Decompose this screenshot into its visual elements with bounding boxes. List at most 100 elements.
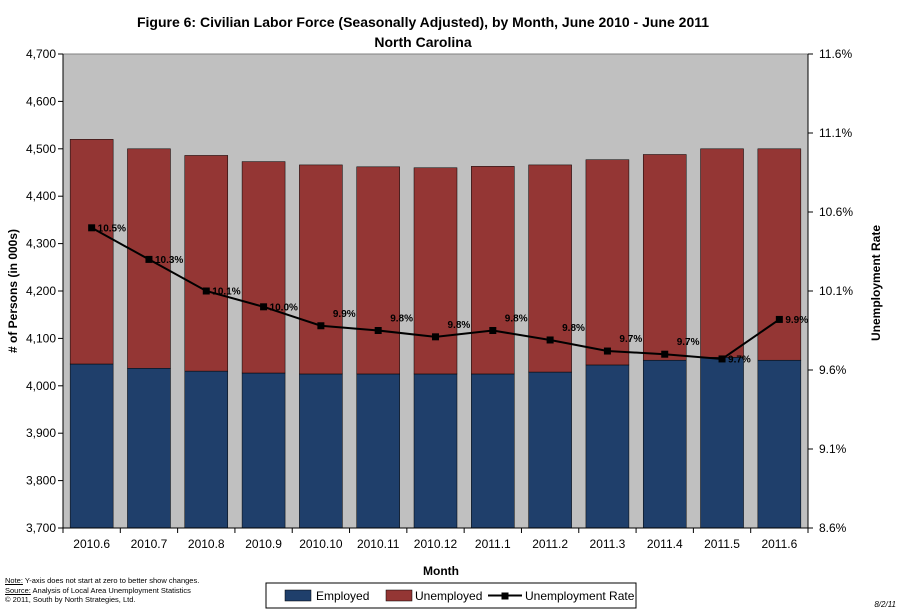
bar-unemployed — [184, 155, 229, 372]
source-text: Analysis of Local Area Unemployment Stat… — [30, 585, 191, 595]
date-stamp: 8/2/11 — [874, 600, 896, 609]
bar-employed — [413, 373, 458, 529]
chart-subtitle: North Carolina — [374, 34, 471, 50]
chart-title: Figure 6: Civilian Labor Force (Seasonal… — [137, 14, 709, 30]
left-axis: 3,700 3,800 3,900 4,000 4,100 4,200 4,300 4,400… — [26, 47, 64, 535]
footnote: Note: Y-axis does not start at zero to b… — [5, 576, 199, 605]
rate-marker — [317, 322, 325, 330]
bar-unemployed — [241, 161, 286, 374]
legend-box — [265, 582, 637, 609]
x-tick-label: 2010.8 — [188, 537, 225, 551]
rate-data-label: 10.5% — [98, 223, 126, 234]
right-axis: 8.6% 9.1% 9.6% 10.1% 10.6% 11.1% 11.6% — [807, 47, 853, 535]
bar-employed — [127, 368, 171, 529]
legend-marker-rate — [501, 592, 509, 600]
x-axis-title: Month — [423, 564, 459, 578]
bar-employed — [528, 371, 572, 529]
rate-marker — [260, 303, 268, 311]
bar-unemployed — [413, 167, 458, 375]
bar-unemployed — [69, 139, 114, 365]
source-label: Source: — [5, 585, 31, 595]
y-axis-title: # of Persons (in 000s) — [6, 229, 20, 353]
x-tick-label: 2011.3 — [590, 537, 626, 551]
x-axis: 2010.6 2010.7 2010.8 2010.9 2010.10 2010.11 20… — [62, 527, 809, 551]
rate-data-label: 10.1% — [212, 287, 240, 298]
left-tick-label: 4,200 — [26, 284, 56, 298]
legend-label-rate: Unemployment Rate — [525, 589, 635, 603]
x-tick-label: 2011.6 — [761, 537, 797, 551]
left-tick-label: 4,500 — [26, 142, 56, 156]
bar-unemployed — [471, 166, 515, 375]
rate-data-label: 9.9% — [333, 309, 356, 320]
x-tick-label: 2011.5 — [704, 537, 740, 551]
legend-label-unemployed: Unemployed — [415, 589, 482, 603]
bar-employed — [299, 373, 343, 529]
bar-unemployed — [299, 164, 343, 375]
rate-line-group: 10.5% 10.3% 10.1% 10.0% 9.9% 9.8% 9.8% 9.8% 9.8%… — [88, 223, 808, 365]
footnote-note: Note: Y-axis does not start at zero to b… — [5, 576, 199, 586]
legend: Employed Unemployed Unemployment Rate — [265, 582, 637, 609]
legend-swatch-employed — [284, 589, 312, 602]
right-tick-label: 9.1% — [819, 442, 847, 456]
rate-marker — [145, 255, 153, 263]
bar-unemployed — [356, 166, 400, 375]
bar-employed — [642, 359, 687, 529]
x-tick-label: 2010.9 — [245, 537, 282, 551]
x-tick-label: 2010.11 — [357, 537, 400, 551]
rate-marker — [432, 333, 439, 341]
x-tick-label: 2010.7 — [131, 537, 168, 551]
x-tick-label: 2011.1 — [475, 537, 511, 551]
bar-unemployed — [585, 159, 630, 366]
rate-data-label: 9.8% — [505, 314, 528, 325]
left-tick-label: 4,400 — [26, 189, 56, 203]
footnote-source: Source: Analysis of Local Area Unemploym… — [5, 586, 199, 596]
rate-data-label: 9.7% — [619, 334, 642, 345]
left-tick-label: 3,900 — [26, 426, 56, 440]
rate-data-label: 9.8% — [390, 314, 413, 325]
bar-employed — [184, 370, 229, 529]
right-tick-label: 10.1% — [819, 284, 853, 298]
bar-unemployed — [642, 154, 687, 361]
bar-unemployed — [757, 148, 802, 361]
rate-marker — [661, 350, 669, 358]
bars-group — [69, 139, 802, 529]
x-tick-label: 2010.6 — [73, 537, 110, 551]
bar-unemployed — [700, 148, 744, 358]
rate-marker — [374, 327, 382, 334]
left-tick-label: 3,800 — [26, 474, 56, 488]
bar-employed — [241, 372, 286, 529]
rate-marker — [88, 224, 96, 232]
left-tick-label: 3,700 — [26, 521, 56, 535]
note-label: Note: — [5, 576, 23, 585]
y2-axis-title: Unemployment Rate — [869, 225, 883, 341]
rate-data-label: 9.8% — [448, 320, 471, 331]
x-tick-label: 2010.12 — [414, 537, 458, 551]
rate-marker — [718, 355, 726, 363]
right-tick-label: 8.6% — [819, 521, 847, 535]
rate-data-label: 10.3% — [155, 255, 183, 266]
left-tick-label: 4,700 — [26, 47, 56, 61]
rate-marker — [775, 315, 783, 323]
right-tick-label: 9.6% — [819, 363, 847, 377]
right-tick-label: 11.6% — [819, 47, 852, 61]
bar-employed — [69, 363, 114, 529]
rate-marker — [603, 347, 611, 355]
rate-data-label: 9.9% — [785, 315, 808, 326]
note-text: Y-axis does not start at zero to better … — [22, 576, 200, 585]
bar-employed — [585, 364, 630, 529]
rate-data-label: 9.8% — [562, 323, 585, 334]
left-tick-label: 4,300 — [26, 237, 56, 251]
rate-marker — [202, 287, 210, 295]
left-tick-label: 4,600 — [26, 94, 56, 108]
x-tick-label: 2010.10 — [299, 537, 343, 551]
rate-marker — [546, 336, 554, 344]
bar-employed — [700, 357, 744, 529]
bar-employed — [757, 359, 802, 529]
rate-data-label: 9.7% — [728, 354, 751, 365]
rate-data-label: 9.7% — [677, 337, 700, 348]
legend-swatch-unemployed — [385, 589, 413, 602]
right-tick-label: 11.1% — [819, 126, 852, 140]
legend-label-employed: Employed — [316, 589, 369, 603]
right-tick-label: 10.6% — [819, 205, 853, 219]
footnote-copyright: © 2011, South by North Strategies, Ltd. — [5, 595, 136, 604]
